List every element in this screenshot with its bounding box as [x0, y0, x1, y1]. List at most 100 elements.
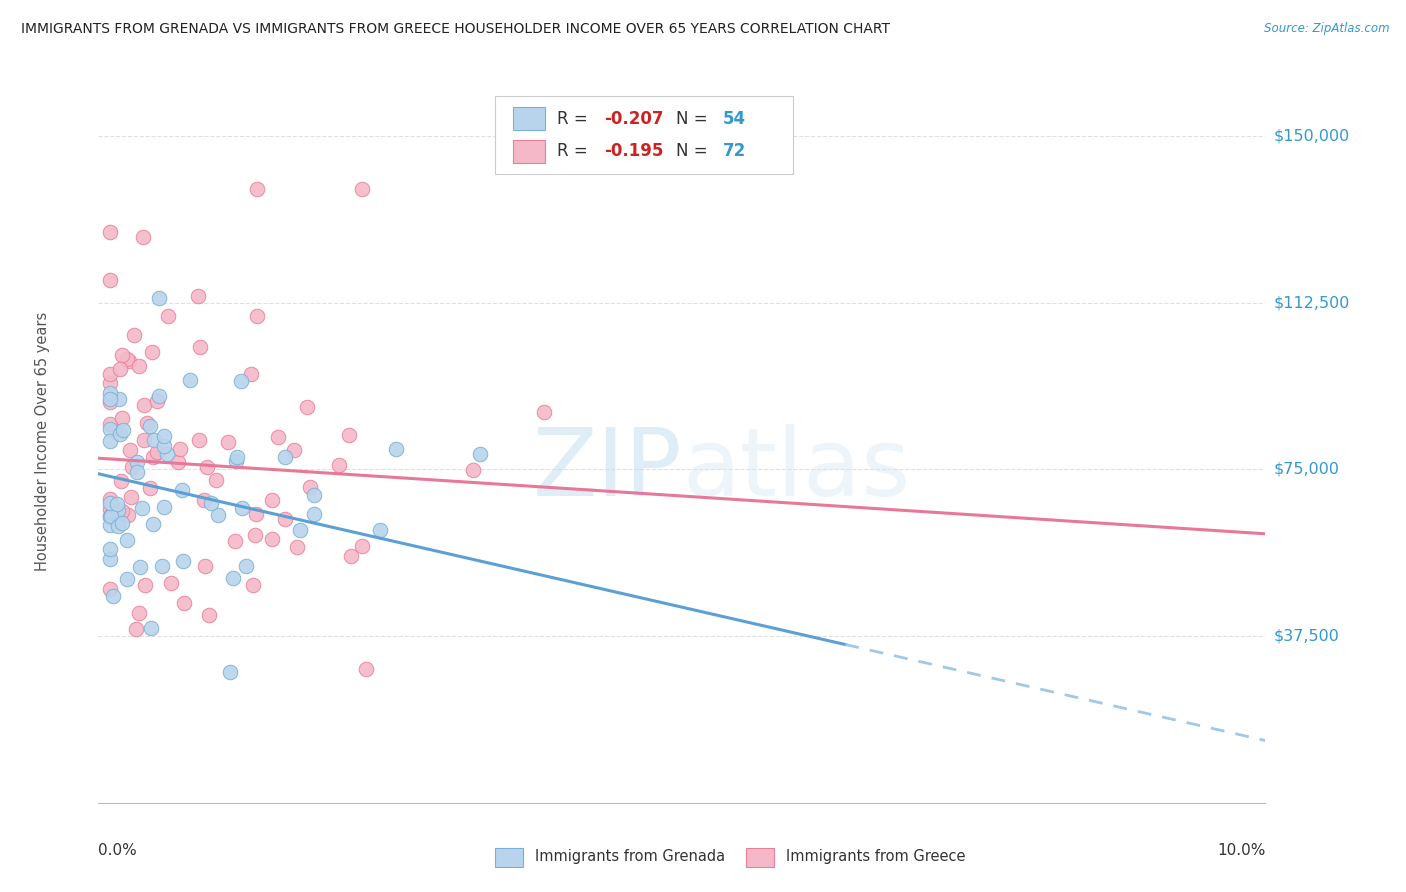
Text: Immigrants from Grenada: Immigrants from Grenada [534, 849, 725, 864]
Point [274, 512, 297, 526]
Point [197, 608, 219, 623]
Point [229, 375, 252, 389]
Point [285, 541, 308, 555]
Text: R =: R = [557, 143, 593, 161]
Point [290, 523, 312, 537]
Point [111, 411, 134, 425]
Text: $150,000: $150,000 [1274, 128, 1350, 144]
Point [108, 392, 131, 406]
Point [132, 229, 155, 244]
Point [169, 442, 191, 457]
Point [100, 226, 122, 240]
Point [187, 289, 209, 303]
Point [195, 460, 218, 475]
Point [125, 622, 148, 636]
Point [245, 507, 267, 521]
Point [107, 503, 129, 517]
Point [224, 534, 246, 549]
Point [295, 400, 318, 414]
Point [98, 551, 121, 566]
Text: R =: R = [557, 110, 593, 128]
Point [98, 502, 121, 516]
Point [354, 662, 377, 676]
Point [105, 498, 128, 512]
Point [110, 426, 132, 441]
Point [352, 539, 374, 553]
Point [219, 665, 242, 679]
Text: $75,000: $75,000 [1274, 462, 1340, 477]
Point [156, 309, 179, 323]
Point [159, 576, 181, 591]
Point [141, 344, 163, 359]
Point [225, 450, 247, 465]
Point [170, 483, 193, 497]
FancyBboxPatch shape [747, 848, 775, 867]
Point [304, 488, 326, 502]
FancyBboxPatch shape [513, 107, 546, 130]
Point [111, 504, 134, 518]
Point [533, 405, 555, 419]
Point [337, 428, 360, 442]
Point [461, 463, 484, 477]
Text: Source: ZipAtlas.com: Source: ZipAtlas.com [1264, 22, 1389, 36]
Point [246, 310, 269, 324]
Point [131, 501, 153, 516]
Point [120, 442, 142, 457]
Text: 72: 72 [723, 143, 747, 161]
Text: N =: N = [676, 143, 713, 161]
Point [107, 518, 129, 533]
Point [167, 455, 190, 469]
Point [121, 459, 143, 474]
Point [128, 359, 150, 373]
Point [118, 354, 141, 368]
Point [385, 442, 408, 457]
Point [141, 450, 163, 465]
Point [225, 454, 247, 468]
Point [100, 509, 122, 524]
FancyBboxPatch shape [513, 140, 546, 163]
Point [146, 445, 169, 459]
Point [242, 578, 264, 592]
Point [115, 572, 138, 586]
Point [98, 495, 121, 509]
Point [128, 560, 150, 574]
Point [98, 492, 121, 507]
Text: ZIP: ZIP [533, 425, 682, 516]
Point [222, 571, 245, 585]
Point [128, 606, 150, 620]
Text: N =: N = [676, 110, 713, 128]
Point [340, 549, 363, 563]
Text: Householder Income Over 65 years: Householder Income Over 65 years [35, 312, 49, 571]
Point [148, 291, 170, 305]
Text: atlas: atlas [682, 425, 910, 516]
Point [98, 582, 121, 596]
Point [155, 447, 177, 461]
Point [117, 508, 139, 522]
Point [179, 373, 201, 387]
Point [136, 416, 159, 430]
Point [132, 398, 155, 412]
Point [204, 473, 226, 487]
Point [98, 417, 121, 431]
Point [141, 621, 163, 635]
Point [468, 447, 491, 461]
Point [274, 450, 297, 464]
Point [132, 433, 155, 447]
Point [98, 508, 121, 523]
Text: 54: 54 [723, 110, 745, 128]
Point [283, 443, 305, 458]
Point [98, 273, 121, 287]
Point [138, 419, 160, 434]
Point [98, 376, 121, 390]
Point [260, 492, 283, 507]
Point [122, 328, 145, 343]
Point [267, 430, 290, 444]
Point [110, 361, 132, 376]
Text: $37,500: $37,500 [1274, 629, 1340, 643]
Point [173, 596, 195, 610]
Point [134, 578, 156, 592]
Text: 10.0%: 10.0% [1218, 843, 1265, 857]
Point [152, 429, 174, 443]
Point [304, 508, 326, 522]
Point [148, 389, 170, 403]
